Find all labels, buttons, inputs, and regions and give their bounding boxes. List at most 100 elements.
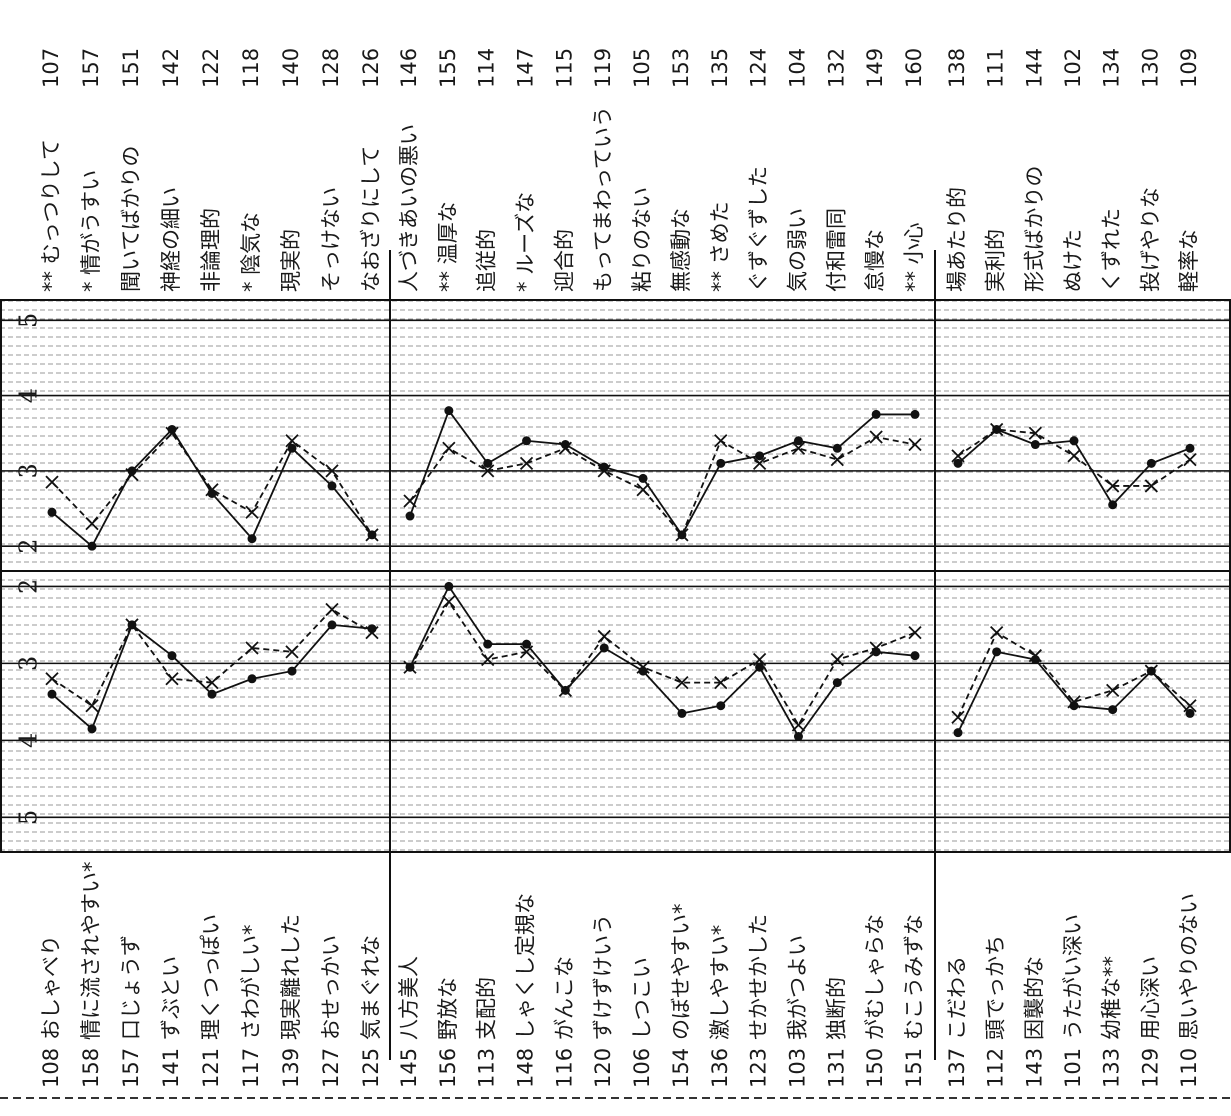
right-id: 105 bbox=[630, 48, 654, 88]
series-line bbox=[409, 436, 916, 537]
left-id: 129 bbox=[1138, 1048, 1162, 1088]
point-dot bbox=[207, 689, 217, 699]
point-x bbox=[519, 456, 534, 470]
point-x bbox=[365, 625, 379, 640]
left-id: 101 bbox=[1061, 1048, 1085, 1088]
point-x bbox=[558, 683, 573, 697]
left-id: 131 bbox=[824, 1048, 848, 1088]
left-id: 117 bbox=[239, 1048, 263, 1088]
point-dot bbox=[247, 674, 257, 684]
right-id: 109 bbox=[1177, 48, 1201, 88]
right-id: 149 bbox=[863, 48, 887, 88]
point-x bbox=[597, 464, 611, 478]
right-id: 147 bbox=[514, 48, 538, 88]
right-id: 146 bbox=[397, 48, 421, 88]
left-id: 106 bbox=[630, 1048, 654, 1088]
left-label: 用心深い bbox=[1138, 956, 1162, 1040]
right-id: 144 bbox=[1022, 48, 1046, 88]
point-dot bbox=[47, 689, 57, 699]
point-x bbox=[165, 426, 179, 440]
series-line bbox=[409, 584, 916, 739]
right-id: 142 bbox=[159, 48, 183, 88]
left-id: 127 bbox=[319, 1048, 343, 1088]
point-x bbox=[85, 516, 99, 531]
point-dot bbox=[910, 651, 920, 661]
point-dot bbox=[483, 639, 493, 649]
right-id: 104 bbox=[785, 48, 809, 88]
right-id: 134 bbox=[1100, 48, 1124, 88]
left-label: しつこい bbox=[630, 957, 654, 1040]
right-id: 132 bbox=[824, 48, 848, 88]
left-id: 125 bbox=[359, 1048, 383, 1088]
left-label: ずけずけいう bbox=[591, 914, 615, 1040]
right-label: 場あたり的 bbox=[945, 187, 969, 292]
left-id: 133 bbox=[1100, 1048, 1124, 1088]
y-tick-label: 3 bbox=[15, 463, 43, 478]
point-dot bbox=[1146, 458, 1156, 468]
point-dot bbox=[87, 541, 97, 551]
left-id: 158 bbox=[79, 1048, 103, 1088]
right-id: 155 bbox=[436, 48, 460, 88]
left-id: 143 bbox=[1022, 1048, 1046, 1088]
right-label: * 陰気な bbox=[239, 212, 263, 292]
point-x bbox=[45, 672, 59, 686]
point-dot bbox=[677, 708, 687, 718]
plot-frame bbox=[0, 299, 1231, 853]
point-dot bbox=[522, 639, 532, 649]
left-id: 137 bbox=[945, 1048, 969, 1088]
left-label: 野放な bbox=[436, 977, 460, 1040]
point-x bbox=[205, 483, 219, 497]
right-label: ** 温厚な bbox=[436, 201, 460, 292]
right-label: そっけない bbox=[319, 187, 343, 292]
left-label: 独断的 bbox=[824, 977, 848, 1040]
point-x bbox=[285, 434, 299, 448]
left-label: 支配的 bbox=[475, 977, 499, 1040]
point-dot bbox=[444, 406, 454, 416]
left-label: こだわる bbox=[945, 956, 969, 1040]
right-id: 119 bbox=[591, 48, 615, 88]
point-x bbox=[165, 672, 179, 686]
left-label: 口じょうず bbox=[119, 935, 143, 1040]
right-id: 124 bbox=[747, 48, 771, 88]
left-id: 108 bbox=[39, 1048, 63, 1088]
point-x bbox=[1144, 479, 1158, 493]
point-dot bbox=[638, 473, 648, 483]
point-x bbox=[558, 441, 573, 455]
point-dot bbox=[327, 620, 337, 630]
left-label: むこうみずな bbox=[902, 914, 926, 1040]
right-label: 人づきあいの悪い bbox=[397, 124, 421, 292]
point-dot bbox=[832, 443, 842, 453]
point-x bbox=[325, 602, 339, 617]
right-label: ** さめた bbox=[708, 201, 732, 292]
point-dot bbox=[444, 581, 454, 591]
point-dot bbox=[793, 436, 803, 446]
point-x bbox=[1067, 695, 1081, 709]
point-x bbox=[205, 675, 219, 690]
y-tick-label: 4 bbox=[15, 733, 43, 748]
point-x bbox=[325, 464, 339, 478]
right-id: 157 bbox=[79, 48, 103, 88]
point-dot bbox=[87, 724, 97, 734]
point-dot bbox=[47, 507, 57, 517]
right-label: 非論理的 bbox=[199, 208, 223, 292]
point-dot bbox=[910, 409, 920, 419]
point-dot bbox=[755, 451, 765, 461]
left-label: のぼせやすい* bbox=[669, 904, 693, 1041]
left-id: 139 bbox=[279, 1048, 303, 1088]
left-label: うたがい深い bbox=[1061, 914, 1085, 1040]
right-id: 128 bbox=[319, 48, 343, 88]
right-label: 神経の細い bbox=[159, 187, 183, 292]
left-label: ずぶとい bbox=[159, 956, 183, 1040]
right-label: * 情がうすい bbox=[79, 170, 103, 292]
point-dot bbox=[793, 732, 803, 742]
right-label: 聞いてばかりの bbox=[119, 146, 143, 292]
point-dot bbox=[599, 643, 609, 653]
point-x bbox=[675, 675, 689, 690]
point-x bbox=[245, 505, 259, 519]
point-dot bbox=[716, 701, 726, 711]
right-label: くずれた bbox=[1100, 208, 1124, 292]
left-id: 123 bbox=[747, 1048, 771, 1088]
left-id: 103 bbox=[785, 1048, 809, 1088]
left-label: 幼稚な** bbox=[1100, 956, 1124, 1040]
